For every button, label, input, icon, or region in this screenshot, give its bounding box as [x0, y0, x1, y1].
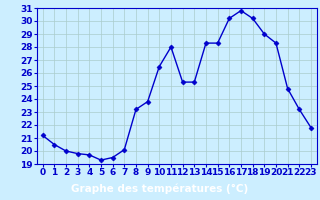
Text: Graphe des températures (°C): Graphe des températures (°C)	[71, 183, 249, 194]
